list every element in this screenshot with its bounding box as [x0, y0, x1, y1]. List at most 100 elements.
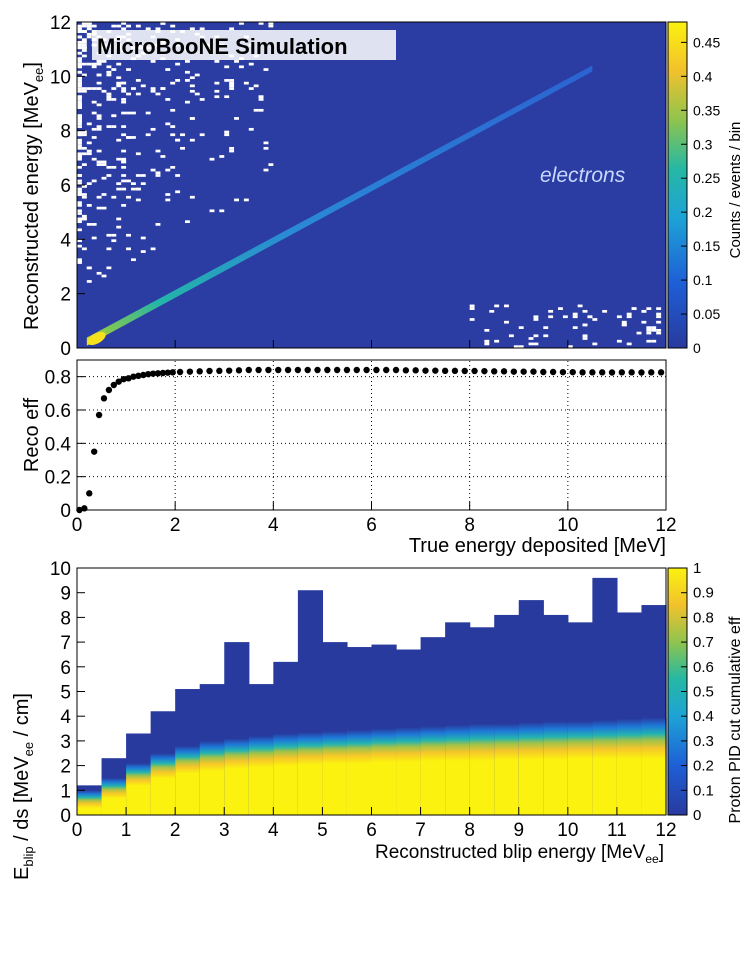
bar-transition-gradient: [420, 726, 446, 762]
bottom-colorbar-tick-label: 0.9: [693, 585, 714, 602]
bar-full-efficiency: [199, 770, 225, 815]
empty-bin: [86, 27, 92, 31]
top-colorbar-tick-label: 0.1: [693, 272, 713, 288]
empty-bin: [77, 187, 82, 191]
empty-bin: [86, 182, 92, 185]
empty-bin: [121, 111, 127, 115]
bar-full-efficiency: [126, 785, 152, 815]
top-y-axis: 0 2 4 6 8 10 12: [50, 13, 85, 360]
bar-full-efficiency: [322, 763, 348, 815]
heatmap-diagonal-band: [86, 65, 593, 346]
empty-bin: [111, 239, 117, 243]
empty-bin: [77, 57, 82, 61]
empty-bin: [101, 89, 107, 93]
efficiency-point: [549, 368, 557, 376]
top-panel: 0 2 4 6 8 10 12 MicroBooNE Simulation electron…: [21, 13, 744, 360]
empty-bin: [116, 157, 122, 161]
bar-transition-gradient: [224, 738, 250, 769]
bar-transition-gradient: [101, 777, 127, 799]
top-colorbar-tick-label: 0: [693, 340, 701, 356]
empty-bin: [130, 182, 136, 185]
empty-bin: [224, 130, 230, 134]
empty-bin: [106, 98, 112, 101]
efficiency-point: [225, 367, 233, 374]
efficiency-xtick-label: 6: [366, 515, 377, 536]
empty-bin: [111, 195, 117, 199]
bar-full-efficiency: [543, 759, 569, 815]
empty-bin: [189, 89, 195, 93]
dedx-ytick-label: 10: [50, 559, 71, 580]
empty-bin: [96, 160, 102, 164]
top-colorbar: [668, 22, 687, 348]
efficiency-point: [100, 395, 108, 402]
top-colorbar-tick-label: 0.4: [693, 68, 713, 84]
efficiency-xtick-label: 8: [464, 515, 475, 536]
efficiency-point: [206, 367, 213, 375]
efficiency-point: [169, 369, 176, 376]
empty-bin: [96, 149, 102, 153]
top-colorbar-frame: [667, 21, 688, 349]
empty-bin: [81, 193, 87, 196]
empty-bin: [258, 108, 264, 112]
empty-bin: [155, 149, 161, 153]
efficiency-point: [81, 505, 88, 512]
empty-bin: [121, 98, 127, 101]
empty-bin: [170, 133, 176, 137]
bar-transition-gradient: [469, 723, 495, 762]
empty-bin: [263, 168, 269, 172]
empty-bin: [238, 22, 244, 25]
empty-bin: [229, 81, 235, 85]
empty-bin: [484, 342, 490, 346]
empty-bin: [77, 51, 82, 55]
empty-bin: [518, 345, 524, 348]
efficiency-point: [363, 366, 370, 374]
empty-bin: [81, 217, 87, 221]
top-ytick-label: 8: [60, 122, 71, 143]
bar-transition-gradient: [371, 728, 397, 763]
empty-bin: [86, 141, 92, 145]
empty-bin: [91, 179, 97, 183]
efficiency-point: [159, 369, 167, 377]
empty-bin: [184, 60, 190, 63]
empty-bin: [91, 236, 97, 240]
electrons-label: electrons: [540, 164, 626, 187]
top-colorbar-label: Counts / events / bin: [727, 122, 744, 259]
efficiency-point: [520, 368, 527, 375]
empty-bin: [189, 117, 195, 120]
empty-bin: [180, 133, 185, 137]
empty-bin: [77, 46, 82, 50]
empty-bin: [646, 328, 652, 332]
top-colorbar-tick-label: 0.2: [693, 204, 713, 220]
dedx-ytick-label: 8: [60, 608, 71, 629]
empty-bin: [145, 133, 151, 137]
empty-bin: [101, 193, 107, 196]
empty-bin: [106, 165, 112, 169]
empty-bin: [194, 92, 200, 96]
bar-transition-gradient: [616, 718, 643, 759]
dedx-ytick-label: 9: [60, 584, 71, 605]
bottom-colorbar-tick-label: 0.6: [693, 659, 714, 676]
efficiency-xtick-label: 4: [268, 515, 279, 536]
empty-bin: [229, 149, 235, 153]
efficiency-ytick-label: 0: [60, 501, 71, 522]
empty-bin: [175, 138, 181, 142]
empty-bin: [214, 60, 220, 63]
empty-bin: [77, 30, 82, 33]
empty-bin: [616, 315, 622, 319]
bar-full-efficiency: [77, 807, 103, 815]
empty-bin: [81, 214, 87, 218]
empty-bin: [253, 84, 259, 88]
empty-bin: [116, 217, 122, 221]
empty-bin: [494, 339, 500, 343]
empty-bin: [528, 337, 534, 340]
middle-panel: 0 0.2 0.4 0.6 0.8 0 2 4 6 8 10 12 Reco eff True en…: [21, 359, 677, 557]
empty-bin: [184, 70, 190, 74]
empty-bin: [77, 84, 82, 88]
efficiency-point: [412, 367, 419, 374]
empty-bin: [126, 111, 131, 115]
empty-bin: [646, 339, 652, 343]
bar-full-efficiency: [641, 758, 667, 815]
empty-bin: [533, 318, 539, 321]
empty-bin: [641, 320, 647, 324]
efficiency-point: [491, 368, 498, 375]
